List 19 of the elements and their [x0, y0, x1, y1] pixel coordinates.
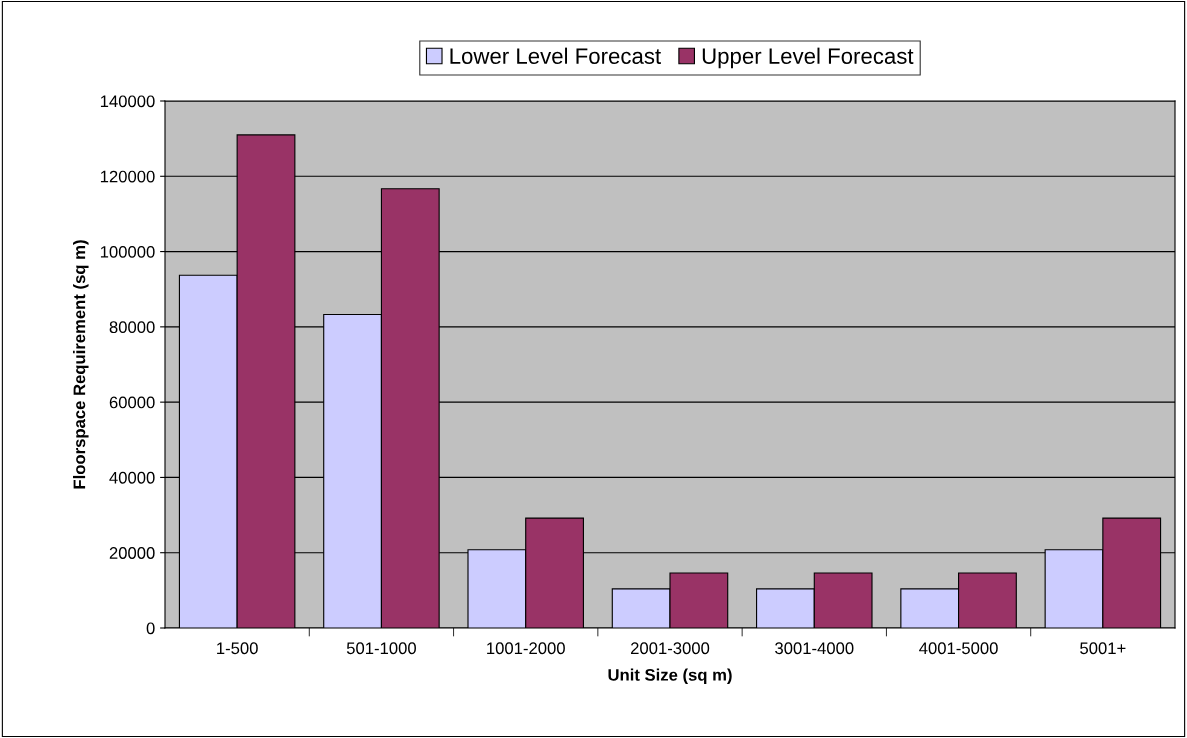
x-axis-title: Unit Size (sq m)	[608, 668, 732, 685]
x-tick-label: 4001-5000	[919, 642, 998, 655]
y-tick-label: 80000	[109, 321, 155, 334]
legend-label: Upper Level Forecast	[702, 47, 914, 69]
y-tick-label: 40000	[109, 471, 155, 484]
y-tick-label: 20000	[109, 547, 155, 559]
y-tick-label: 0	[146, 622, 155, 635]
x-tick-label: 3001-4000	[775, 642, 854, 655]
legend-label: Lower Level Forecast	[450, 47, 661, 64]
y-tick-label: 100000	[100, 245, 155, 258]
y-tick-label: 120000	[100, 170, 155, 183]
x-tick-label: 2001-3000	[630, 642, 710, 655]
x-tick-label: 1-500	[217, 642, 258, 655]
x-tick-label: 5001+	[1080, 642, 1126, 655]
y-tick-label: 60000	[109, 396, 155, 409]
y-tick-label: 140000	[100, 95, 155, 108]
x-tick-label: 501-1000	[346, 642, 416, 655]
x-tick-label: 1001-2000	[487, 642, 565, 655]
y-axis-title: Floorspace Requirement (sq m)	[73, 240, 89, 489]
